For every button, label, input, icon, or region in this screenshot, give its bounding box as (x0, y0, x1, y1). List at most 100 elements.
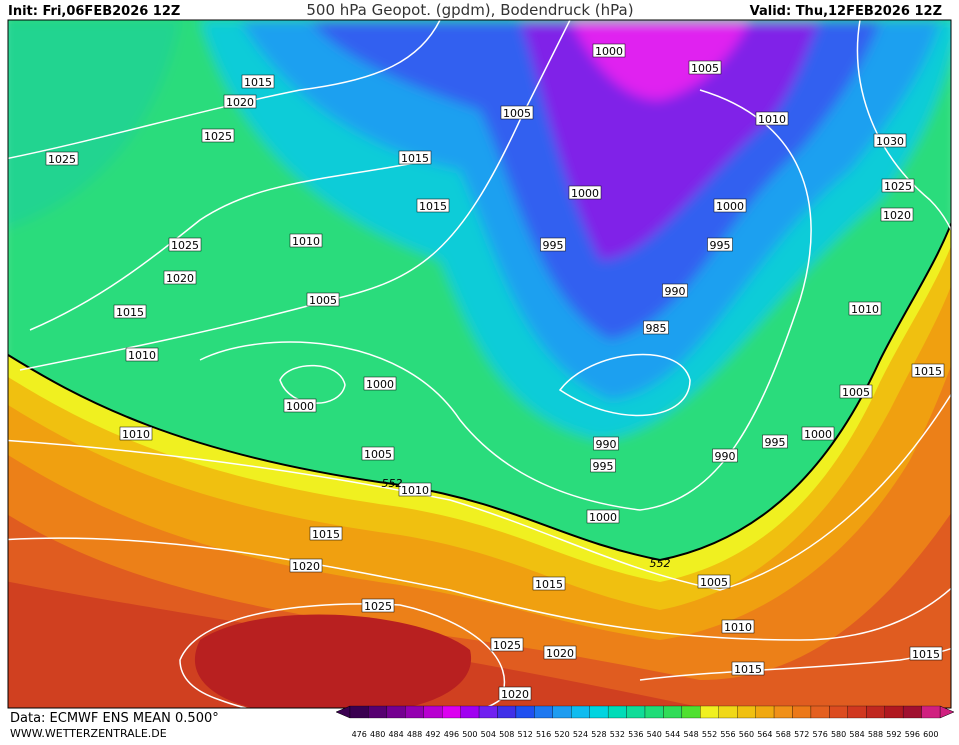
isobar-label-box (712, 448, 738, 463)
colorbar-label: 564 (757, 730, 772, 739)
isobar-label: 1000 (571, 187, 599, 200)
colorbar-cell (644, 705, 664, 719)
isobar-label-box (500, 105, 534, 120)
isobar-label: 1010 (122, 428, 150, 441)
isobars (8, 20, 951, 708)
isobar-label-box (283, 398, 317, 413)
isobar-label-box (801, 426, 835, 441)
isobar-label: 1015 (312, 528, 340, 541)
isobar-label: 1000 (286, 400, 314, 413)
colorbar-label: 500 (462, 730, 477, 739)
isobar-label-box (909, 646, 943, 661)
colorbar-label: 548 (683, 730, 698, 739)
colorbar-cell (921, 705, 941, 719)
colorbar-cell (847, 705, 867, 719)
isobar-label: 1020 (166, 272, 194, 285)
colorbar-label: 488 (407, 730, 422, 739)
isobar-label-box (241, 74, 275, 89)
isobar-label: 1015 (912, 648, 940, 661)
colorbar: 476 480 484 488 492 496 500 504 508 512 516 520 524 5… (335, 705, 955, 739)
isobar-label-box (163, 270, 197, 285)
colorbar-cell (460, 705, 480, 719)
isobar-label: 1020 (546, 647, 574, 660)
colorbar-cell (552, 705, 572, 719)
colorbar-label: 480 (370, 730, 385, 739)
isobar-label-box (873, 133, 907, 148)
colorbar-label: 476 (352, 730, 367, 739)
isobar-label: 1010 (128, 349, 156, 362)
colorbar-label: 492 (425, 730, 440, 739)
isobar-label-box (361, 598, 395, 613)
colorbar-label: 520 (554, 730, 569, 739)
isobar-label-box (113, 304, 147, 319)
isobar-label: 1005 (503, 107, 531, 120)
isobar-label-box (731, 661, 765, 676)
isobar-label: 1015 (734, 663, 762, 676)
isobar-label-box (490, 637, 524, 652)
isobar-label: 1015 (401, 152, 429, 165)
colorbar-cell (589, 705, 609, 719)
isobar-label-box (289, 233, 323, 248)
isobar-label: 1025 (493, 639, 521, 652)
colorbar-cell (442, 705, 461, 719)
isobar-label: 990 (715, 450, 736, 463)
isobar-label-box (592, 43, 626, 58)
colorbar-cell (571, 705, 590, 719)
isobar-label: 985 (646, 322, 667, 335)
colorbar-label: 484 (388, 730, 403, 739)
isobar-label: 1010 (758, 113, 786, 126)
isobar-label-box (881, 178, 915, 193)
isobar-label: 990 (596, 438, 617, 451)
colorbar-cell (810, 705, 830, 719)
isobar-label-box (697, 574, 731, 589)
isobar-label: 1010 (292, 235, 320, 248)
isobar-label-box (911, 363, 945, 378)
isobar-label-box (289, 558, 323, 573)
isobar-label-box (721, 619, 755, 634)
colorbar-cell (515, 705, 535, 719)
isobar-label: 1030 (876, 135, 904, 148)
isobar-label: 1005 (700, 576, 728, 589)
isobar-label-box (568, 185, 602, 200)
isobar-label: 1015 (244, 76, 272, 89)
isobar-label: 1005 (842, 386, 870, 399)
colorbar-cell (718, 705, 738, 719)
colorbar-label: 584 (849, 730, 864, 739)
isobar-label-box (662, 283, 688, 298)
colorbar-label: 524 (573, 730, 588, 739)
init-time: Init: Fri,06FEB2026 12Z (8, 4, 180, 19)
isobar-label: 1000 (716, 200, 744, 213)
isobar-label-box (168, 237, 202, 252)
isobar-label: 1025 (48, 153, 76, 166)
isobar-label: 1010 (401, 484, 429, 497)
isobar-label: 1020 (883, 209, 911, 222)
colorbar-label: 592 (886, 730, 901, 739)
isobar-label: 1015 (116, 306, 144, 319)
colorbar-label: 544 (665, 730, 680, 739)
isobar-label-box (848, 301, 882, 316)
isobar-label-box (586, 509, 620, 524)
isobar-labels: 1015 1020 1025 1025 1025 1020 1015 1010 1010 1015… (45, 43, 945, 701)
colorbar-label: 504 (481, 730, 496, 739)
colorbar-cell (534, 705, 553, 719)
website: WWW.WETTERZENTRALE.DE (10, 727, 167, 740)
colorbar-cell (663, 705, 683, 719)
colorbar-cell (497, 705, 517, 719)
isobar-label-box (713, 198, 747, 213)
colorbar-label: 588 (868, 730, 883, 739)
isobar-label: 995 (765, 436, 786, 449)
colorbar-cell (368, 705, 388, 719)
isobar-label: 1020 (226, 96, 254, 109)
colorbar-cell (607, 705, 627, 719)
colorbar-label: 560 (739, 730, 754, 739)
isobar-label-box (498, 686, 532, 701)
isobar-label: 1015 (914, 365, 942, 378)
isobar-label-box (306, 292, 340, 307)
isobar-label: 990 (665, 285, 686, 298)
colorbar-cell (626, 705, 646, 719)
isobar-label-box (839, 384, 873, 399)
colorbar-cell (423, 705, 443, 719)
isobar-label: 995 (710, 239, 731, 252)
